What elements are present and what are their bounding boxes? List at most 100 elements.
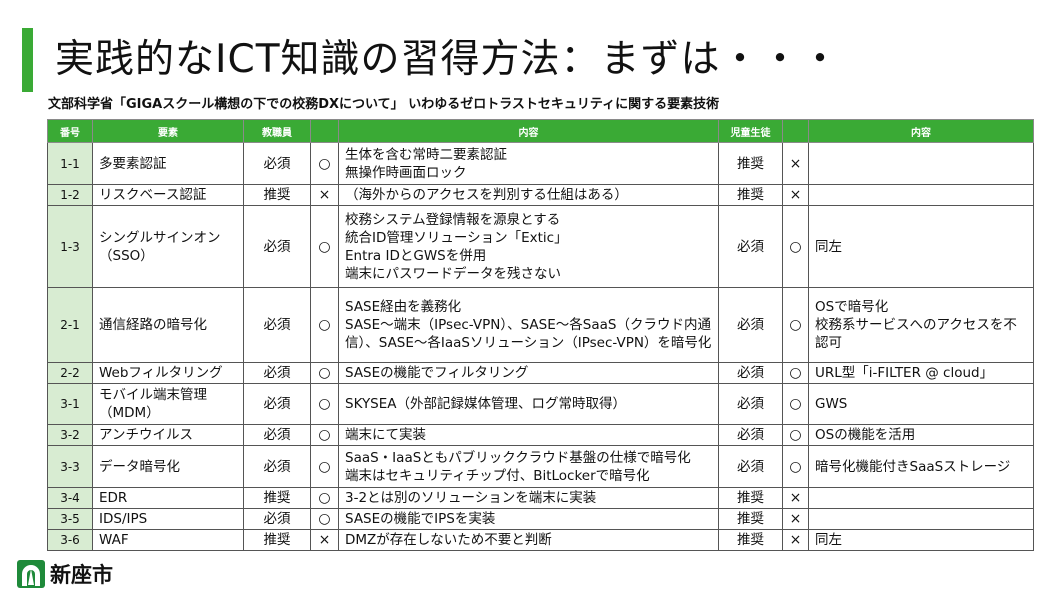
table-row: 3-3 データ暗号化 必須 ○ SaaS・IaaSともパブリッククラウド基盤の仕様で暗号… — [47, 445, 1034, 488]
staff-requirement: 必須 — [243, 205, 311, 288]
row-number: 3-1 — [47, 383, 93, 425]
row-number: 1-2 — [47, 184, 93, 206]
student-content — [808, 487, 1034, 509]
staff-requirement: 推奨 — [243, 529, 311, 551]
column-header: 教職員 — [243, 119, 311, 143]
element-name: モバイル端末管理 （MDM） — [92, 383, 244, 425]
table-row: 1-1 多要素認証 必須 ○ 生体を含む常時二要素認証 無操作時画面ロック 推奨 × — [47, 142, 1034, 185]
column-header: 内容 — [338, 119, 719, 143]
title-accent-bar — [22, 28, 33, 92]
student-requirement: 推奨 — [718, 529, 783, 551]
staff-requirement: 必須 — [243, 362, 311, 384]
row-number: 3-6 — [47, 529, 93, 551]
staff-status-mark: ○ — [310, 362, 339, 384]
staff-status-mark: × — [310, 529, 339, 551]
staff-content: 3-2とは別のソリューションを端末に実装 — [338, 487, 719, 509]
staff-requirement: 必須 — [243, 445, 311, 488]
column-header: 要素 — [92, 119, 244, 143]
student-status-mark: ○ — [782, 205, 809, 288]
student-content: OSの機能を活用 — [808, 424, 1034, 446]
table-row: 3-1 モバイル端末管理 （MDM） 必須 ○ SKYSEA（外部記録媒体管理、ログ常時… — [47, 383, 1034, 425]
niiza-emblem-icon — [17, 560, 45, 588]
student-requirement: 推奨 — [718, 487, 783, 509]
table-row: 1-2 リスクベース認証 推奨 × （海外からのアクセスを判別する仕組はある） 推奨 × — [47, 184, 1034, 206]
student-content — [808, 184, 1034, 206]
element-name: 通信経路の暗号化 — [92, 287, 244, 363]
element-name: WAF — [92, 529, 244, 551]
element-name: シングルサインオン （SSO） — [92, 205, 244, 288]
staff-requirement: 必須 — [243, 287, 311, 363]
student-content: 暗号化機能付きSaaSストレージ — [808, 445, 1034, 488]
row-number: 1-1 — [47, 142, 93, 185]
staff-content: SaaS・IaaSともパブリッククラウド基盤の仕様で暗号化 端末はセキュリティチ… — [338, 445, 719, 488]
security-elements-table: 番号 要素 教職員 内容 児童生徒 内容 1-1 多要素認証 必須 ○ 生体を含む常時二要素認証 … — [47, 119, 1034, 551]
student-requirement: 必須 — [718, 445, 783, 488]
table-row: 3-6 WAF 推奨 × DMZが存在しないため不要と判断 推奨 × 同左 — [47, 529, 1034, 551]
staff-content: SASEの機能でフィルタリング — [338, 362, 719, 384]
student-status-mark: ○ — [782, 445, 809, 488]
row-number: 3-5 — [47, 508, 93, 530]
staff-status-mark: ○ — [310, 445, 339, 488]
student-content: 同左 — [808, 205, 1034, 288]
staff-content: DMZが存在しないため不要と判断 — [338, 529, 719, 551]
element-name: Webフィルタリング — [92, 362, 244, 384]
element-name: リスクベース認証 — [92, 184, 244, 206]
student-content: GWS — [808, 383, 1034, 425]
column-header — [310, 119, 339, 143]
staff-requirement: 推奨 — [243, 487, 311, 509]
student-content — [808, 508, 1034, 530]
student-requirement: 必須 — [718, 287, 783, 363]
student-status-mark: × — [782, 487, 809, 509]
staff-requirement: 必須 — [243, 424, 311, 446]
row-number: 2-1 — [47, 287, 93, 363]
column-header: 番号 — [47, 119, 93, 143]
city-logo: 新座市 — [16, 559, 113, 589]
staff-status-mark: ○ — [310, 383, 339, 425]
element-name: EDR — [92, 487, 244, 509]
city-name: 新座市 — [50, 563, 113, 587]
column-header: 内容 — [808, 119, 1034, 143]
staff-content: SASEの機能でIPSを実装 — [338, 508, 719, 530]
staff-content: SASE経由を義務化 SASE～端末（IPsec-VPN）、SASE～各SaaS… — [338, 287, 719, 363]
student-content: 同左 — [808, 529, 1034, 551]
student-requirement: 必須 — [718, 424, 783, 446]
staff-content: 端末にて実装 — [338, 424, 719, 446]
student-content: OSで暗号化 校務系サービスへのアクセスを不認可 — [808, 287, 1034, 363]
student-requirement: 推奨 — [718, 508, 783, 530]
staff-content: SKYSEA（外部記録媒体管理、ログ常時取得） — [338, 383, 719, 425]
student-status-mark: ○ — [782, 362, 809, 384]
row-number: 2-2 — [47, 362, 93, 384]
student-status-mark: × — [782, 529, 809, 551]
staff-status-mark: ○ — [310, 142, 339, 185]
page-title: 実践的なICT知識の習得方法：まずは・・・ — [55, 37, 841, 82]
row-number: 3-3 — [47, 445, 93, 488]
table-row: 2-2 Webフィルタリング 必須 ○ SASEの機能でフィルタリング 必須 ○ URL型「i… — [47, 362, 1034, 384]
staff-status-mark: ○ — [310, 424, 339, 446]
staff-content: 校務システム登録情報を源泉とする 統合ID管理ソリューション「Extic」 En… — [338, 205, 719, 288]
staff-status-mark: ○ — [310, 508, 339, 530]
column-header — [782, 119, 809, 143]
student-requirement: 必須 — [718, 383, 783, 425]
student-status-mark: × — [782, 142, 809, 185]
column-header: 児童生徒 — [718, 119, 783, 143]
subtitle: 文部科学省「GIGAスクール構想の下での校務DXについて」 いわゆるゼロトラスト… — [48, 97, 720, 112]
student-content — [808, 142, 1034, 185]
student-status-mark: ○ — [782, 287, 809, 363]
student-requirement: 必須 — [718, 362, 783, 384]
element-name: アンチウイルス — [92, 424, 244, 446]
row-number: 3-4 — [47, 487, 93, 509]
element-name: データ暗号化 — [92, 445, 244, 488]
student-requirement: 必須 — [718, 205, 783, 288]
staff-requirement: 必須 — [243, 508, 311, 530]
student-requirement: 推奨 — [718, 184, 783, 206]
table-header-row: 番号 要素 教職員 内容 児童生徒 内容 — [47, 119, 1034, 143]
row-number: 1-3 — [47, 205, 93, 288]
table-row: 1-3 シングルサインオン （SSO） 必須 ○ 校務システム登録情報を源泉とする 統合… — [47, 205, 1034, 288]
row-number: 3-2 — [47, 424, 93, 446]
staff-requirement: 推奨 — [243, 184, 311, 206]
staff-status-mark: ○ — [310, 205, 339, 288]
staff-requirement: 必須 — [243, 383, 311, 425]
table-row: 2-1 通信経路の暗号化 必須 ○ SASE経由を義務化 SASE～端末（IPsec-V… — [47, 287, 1034, 363]
table-row: 3-5 IDS/IPS 必須 ○ SASEの機能でIPSを実装 推奨 × — [47, 508, 1034, 530]
staff-content: 生体を含む常時二要素認証 無操作時画面ロック — [338, 142, 719, 185]
